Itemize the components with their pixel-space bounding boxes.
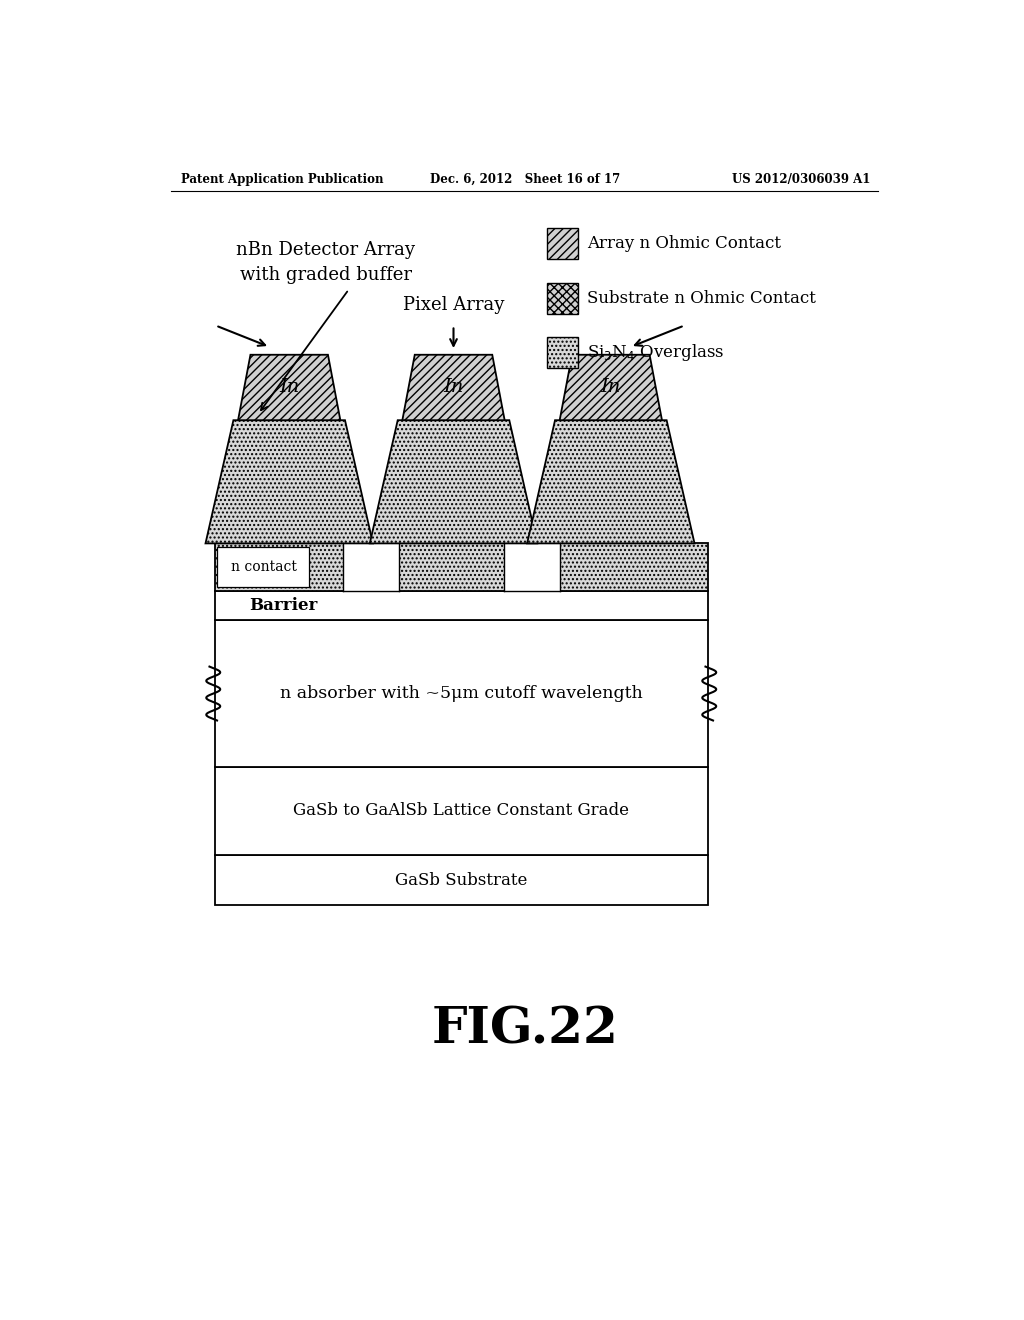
Text: Substrate n Ohmic Contact: Substrate n Ohmic Contact bbox=[587, 290, 816, 308]
Text: FIG.22: FIG.22 bbox=[431, 1006, 618, 1055]
Polygon shape bbox=[402, 355, 505, 420]
Text: with graded buffer: with graded buffer bbox=[240, 265, 412, 284]
Bar bbox=[215, 855, 708, 906]
Text: GaSb to GaAlSb Lattice Constant Grade: GaSb to GaAlSb Lattice Constant Grade bbox=[293, 803, 630, 820]
Text: In: In bbox=[601, 379, 621, 396]
Text: Array n Ohmic Contact: Array n Ohmic Contact bbox=[587, 235, 780, 252]
Bar bbox=[343, 544, 399, 591]
Text: Patent Application Publication: Patent Application Publication bbox=[180, 173, 383, 186]
Bar bbox=[215, 544, 708, 591]
Polygon shape bbox=[238, 355, 340, 420]
Bar bbox=[547, 284, 578, 314]
Bar bbox=[547, 228, 578, 259]
Polygon shape bbox=[370, 420, 538, 544]
Text: Si$_3$N$_4$ Overglass: Si$_3$N$_4$ Overglass bbox=[587, 342, 724, 363]
Text: Barrier: Barrier bbox=[250, 597, 318, 614]
Polygon shape bbox=[206, 420, 373, 544]
Bar bbox=[547, 337, 578, 368]
Text: GaSb Substrate: GaSb Substrate bbox=[395, 871, 527, 888]
Text: In: In bbox=[443, 379, 464, 396]
Text: n absorber with ~5μm cutoff wavelength: n absorber with ~5μm cutoff wavelength bbox=[280, 685, 643, 702]
Text: Dec. 6, 2012   Sheet 16 of 17: Dec. 6, 2012 Sheet 16 of 17 bbox=[430, 173, 620, 186]
Bar bbox=[217, 548, 308, 587]
Text: n contact: n contact bbox=[230, 560, 297, 574]
Bar bbox=[215, 591, 708, 620]
Text: US 2012/0306039 A1: US 2012/0306039 A1 bbox=[732, 173, 870, 186]
Text: In: In bbox=[280, 379, 299, 396]
Polygon shape bbox=[527, 420, 694, 544]
Polygon shape bbox=[560, 355, 662, 420]
Text: nBn Detector Array: nBn Detector Array bbox=[237, 242, 415, 259]
Bar bbox=[504, 544, 560, 591]
Bar bbox=[215, 620, 708, 767]
Bar bbox=[215, 767, 708, 855]
Text: Pixel Array: Pixel Array bbox=[402, 296, 504, 314]
